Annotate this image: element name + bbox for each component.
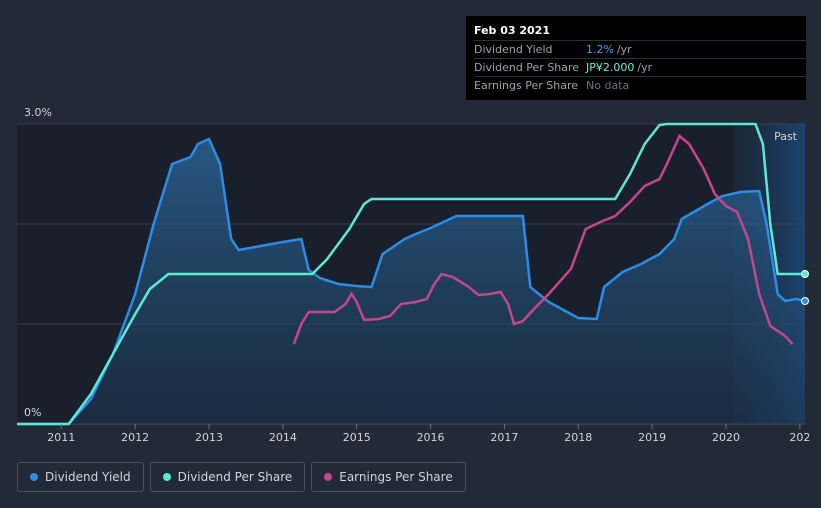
tooltip-panel: Feb 03 2021 Dividend Yield 1.2% /yr Divi…	[466, 16, 806, 100]
x-tick-label: 2020	[712, 431, 740, 444]
tooltip-unit: /yr	[616, 43, 632, 56]
tooltip-value: JP¥2.000	[586, 61, 635, 74]
legend-dot-icon	[162, 473, 171, 481]
tooltip-date: Feb 03 2021	[474, 24, 550, 37]
earnings-per-share-line	[292, 133, 794, 345]
legend-label: Earnings Per Share	[339, 470, 453, 484]
legend-item-dividend-yield[interactable]: Dividend Yield	[17, 462, 144, 492]
x-tick-label: 2013	[195, 431, 223, 444]
legend-label: Dividend Yield	[45, 470, 131, 484]
x-tick-label: 202	[789, 431, 810, 444]
x-tick-label: 2019	[638, 431, 666, 444]
x-tick-label: 2018	[564, 431, 592, 444]
x-tick-label: 2017	[490, 431, 518, 444]
legend-label: Dividend Per Share	[177, 470, 293, 484]
tooltip-value: No data	[586, 79, 630, 92]
tooltip-label: Dividend Yield	[474, 43, 553, 56]
x-tick-label: 2011	[47, 431, 75, 444]
y-tick-label-max: 3.0%	[24, 106, 52, 119]
legend-item-earnings-per-share[interactable]: Earnings Per Share	[311, 462, 466, 492]
legend-item-dividend-per-share[interactable]: Dividend Per Share	[149, 462, 306, 492]
x-tick-label: 2014	[269, 431, 297, 444]
dividend-yield-area	[17, 139, 805, 424]
tooltip-value: 1.2%	[586, 43, 614, 56]
legend-dot-icon	[30, 473, 38, 481]
tooltip-row-dividend-per-share: Dividend Per Share JP¥2.000 /yr	[474, 58, 806, 76]
x-tick-label: 2012	[121, 431, 149, 444]
legend: Dividend Yield Dividend Per Share Earnin…	[17, 462, 466, 492]
dividend-per-share-end-marker	[801, 270, 809, 278]
y-tick-label-min: 0%	[24, 406, 41, 419]
tooltip-unit: /yr	[637, 61, 653, 74]
tooltip-label: Earnings Per Share	[474, 79, 579, 92]
dividend-yield-end-marker	[801, 297, 809, 305]
tooltip-row-earnings-per-share: Earnings Per Share No data	[474, 76, 806, 94]
tooltip-label: Dividend Per Share	[474, 61, 580, 74]
tooltip-row-dividend-yield: Dividend Yield 1.2% /yr	[474, 40, 806, 58]
x-axis: 2011 2012 2013 2014 2015 2016 2017 2018 2019 2020…	[47, 424, 810, 444]
legend-dot-icon	[324, 473, 333, 481]
x-tick-label: 2015	[343, 431, 371, 444]
dividend-per-share-line	[17, 122, 805, 426]
dividend-yield-line	[17, 137, 806, 426]
past-label: Past	[774, 130, 798, 143]
x-tick-label: 2016	[417, 431, 445, 444]
